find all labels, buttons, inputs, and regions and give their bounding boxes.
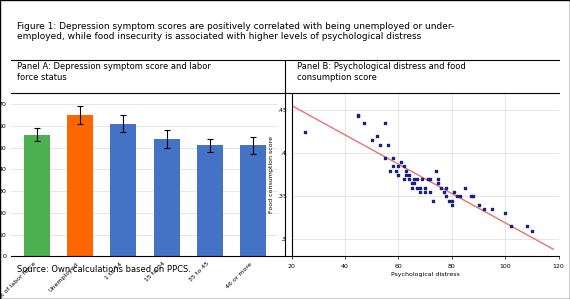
Point [424, 177, 433, 181]
Point [389, 155, 398, 160]
Y-axis label: Food consumption score: Food consumption score [269, 136, 274, 213]
Point [405, 177, 414, 181]
X-axis label: Psychological distress: Psychological distress [391, 272, 459, 277]
Point [410, 181, 419, 186]
Point [415, 185, 424, 190]
Point [413, 177, 422, 181]
Point [421, 190, 430, 194]
Point [461, 185, 470, 190]
Point [450, 190, 459, 194]
Bar [67, 115, 93, 256]
Point [381, 155, 390, 160]
Point [418, 177, 427, 181]
Point [479, 207, 488, 211]
Text: Figure 1: Depression symptom scores are positively correlated with being unemplo: Figure 1: Depression symptom scores are … [17, 22, 454, 42]
Point [399, 164, 408, 169]
Point [437, 185, 446, 190]
Point [405, 173, 414, 177]
Point [426, 190, 435, 194]
Point [413, 185, 422, 190]
Point [402, 168, 411, 173]
Point [439, 190, 449, 194]
Point [445, 198, 454, 203]
Point [415, 190, 424, 194]
Point [354, 114, 363, 119]
Point [455, 194, 465, 199]
Point [522, 224, 531, 229]
Point [367, 138, 376, 143]
Point [391, 168, 400, 173]
Point [389, 164, 398, 169]
Point [487, 207, 496, 211]
Bar [240, 145, 266, 256]
Bar [110, 124, 136, 256]
Point [506, 224, 515, 229]
Point [410, 177, 419, 181]
Point [429, 198, 438, 203]
Point [466, 194, 475, 199]
Point [407, 181, 416, 186]
Bar [23, 135, 50, 256]
Point [375, 142, 384, 147]
Point [407, 185, 416, 190]
Point [500, 211, 510, 216]
Point [397, 160, 406, 164]
Point [359, 121, 368, 126]
Text: Source: Own calculations based on PPCS.: Source: Own calculations based on PPCS. [17, 265, 191, 274]
Bar [153, 139, 180, 256]
Point [442, 185, 451, 190]
Point [447, 198, 457, 203]
Point [442, 194, 451, 199]
Point [431, 168, 441, 173]
Text: Panel B: Psychological distress and food
consumption score: Panel B: Psychological distress and food… [297, 62, 466, 82]
Point [434, 177, 443, 181]
Text: Panel A: Depression symptom score and labor
force status: Panel A: Depression symptom score and la… [17, 62, 210, 82]
Point [394, 164, 403, 169]
Point [402, 173, 411, 177]
Point [426, 177, 435, 181]
Point [469, 194, 478, 199]
Bar [197, 145, 223, 256]
Point [474, 202, 483, 207]
Point [373, 134, 382, 138]
Point [434, 181, 443, 186]
Point [447, 202, 457, 207]
Point [453, 194, 462, 199]
Point [381, 121, 390, 126]
Point [300, 129, 310, 134]
Point [394, 173, 403, 177]
Point [527, 228, 536, 233]
Point [383, 142, 392, 147]
Point [354, 112, 363, 117]
Point [399, 177, 408, 181]
Point [421, 185, 430, 190]
Point [386, 168, 395, 173]
